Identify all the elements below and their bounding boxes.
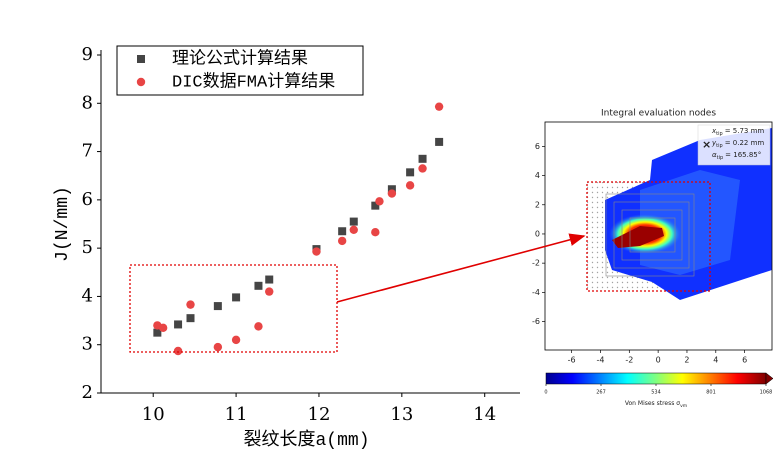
point [406, 168, 415, 177]
inset-frame [544, 121, 773, 351]
point [312, 247, 321, 256]
y-axis-label: J(N/mm) [53, 186, 73, 262]
y-tick-label: 8 [82, 92, 93, 113]
inset-x-tick-label: -2 [625, 356, 633, 365]
point [371, 228, 380, 237]
point [231, 335, 241, 345]
y-tick-label: 2 [82, 382, 93, 403]
colorbar-extend [765, 372, 774, 385]
inset-x-tick-label: 2 [684, 356, 689, 365]
point [349, 217, 358, 226]
text-part: α [712, 151, 717, 159]
zoom-box-inset [586, 181, 711, 292]
colorbar-tick-label: 0 [544, 390, 547, 396]
inset-y-tick-label: 0 [535, 229, 540, 238]
text-part: y [711, 139, 717, 147]
legend-label: DIC数据FMA计算结果 [172, 71, 335, 92]
inset-annotation: xtip = 5.73 mm [711, 127, 764, 137]
point [174, 320, 183, 329]
text-part: Von Mises stress σ [625, 400, 680, 407]
point [158, 323, 168, 333]
point [254, 322, 263, 331]
text-part: tip [717, 155, 724, 161]
text-part: = 0.22 mm [725, 139, 765, 147]
x-tick-label: 12 [308, 404, 331, 425]
inset-y-tick-label: -2 [532, 259, 540, 268]
x-tick-label: 13 [390, 404, 413, 425]
legend-box [116, 45, 364, 96]
point [338, 227, 347, 236]
point [418, 164, 427, 173]
y-tick-label: 6 [82, 189, 93, 210]
point [265, 287, 274, 296]
x-tick-label: 11 [225, 404, 248, 425]
inset-title: Integral evaluation nodes [601, 109, 716, 119]
y-tick-label: 5 [82, 237, 93, 258]
point [405, 181, 415, 190]
colorbar [545, 372, 767, 385]
point [254, 281, 263, 290]
point [375, 197, 384, 206]
colorbar-tick-label: 1068 [760, 390, 773, 396]
point [265, 275, 274, 284]
crack-zone [612, 226, 664, 248]
y-tick-label: 3 [82, 334, 93, 355]
x-tick-label: 14 [473, 404, 496, 425]
point [186, 300, 195, 309]
point [371, 201, 380, 210]
y-tick-label: 4 [82, 285, 93, 306]
colorbar-tick-label: 534 [651, 390, 661, 396]
x-tick-label: 10 [142, 404, 165, 425]
colorbar-tick-label: 801 [706, 390, 716, 396]
text-part: = 165.85° [725, 151, 761, 159]
inset-annotation: αtip = 165.85° [712, 151, 761, 161]
point [232, 293, 241, 302]
point [349, 225, 358, 234]
point [434, 102, 444, 111]
legend-label: 理论公式计算结果 [172, 48, 308, 69]
text-part: x [711, 127, 717, 135]
inset-y-tick-label: 6 [535, 142, 540, 151]
point [337, 236, 347, 246]
x-axis-label: 裂纹长度a(mm) [243, 429, 369, 451]
inset-x-tick-label: 0 [656, 356, 661, 365]
point [418, 154, 427, 163]
legend-marker [136, 77, 146, 87]
y-tick-label: 9 [82, 44, 93, 65]
inset-x-tick-label: 4 [713, 356, 718, 365]
inset-x-tick-label: -4 [596, 356, 604, 365]
point [186, 314, 195, 323]
text-part: vm [680, 404, 687, 409]
point [213, 302, 222, 311]
zoom-arrow [336, 233, 586, 303]
inset-y-tick-label: -4 [532, 288, 540, 297]
point [435, 137, 444, 146]
main-chart: 2 3 4 5 6 7 8 9 10 11 12 13 14 裂纹长度a(mm) J(N/mm) 理论公式计算… [53, 44, 522, 451]
point [387, 189, 397, 198]
point [173, 346, 183, 356]
inset-legend-box [697, 124, 771, 166]
zoom-box [129, 264, 338, 353]
text-part: tip [716, 131, 723, 137]
tip-marker: × [702, 138, 711, 151]
inset-y-tick-label: -6 [532, 317, 540, 326]
legend-marker [137, 55, 145, 63]
inset-y-tick-label: 2 [535, 200, 540, 209]
point [387, 185, 396, 194]
colorbar-label: Von Mises stress σvm [625, 400, 687, 409]
inset-x-tick-label: -6 [568, 356, 576, 365]
inset-annotation: ytip = 0.22 mm [711, 139, 764, 149]
inset-x-tick-label: 6 [742, 356, 747, 365]
text-part: tip [716, 143, 723, 149]
colorbar-tick-label: 267 [596, 390, 606, 396]
point [153, 328, 162, 337]
point [213, 342, 223, 352]
integration-contours [605, 193, 695, 277]
text-part: = 5.73 mm [725, 127, 765, 135]
inset-y-tick-label: 4 [535, 171, 540, 180]
y-tick-label: 7 [82, 141, 93, 162]
inset-chart: × Integral evaluation nodes -6 -4 -2 0 2 4 6 -6 -… [520, 100, 783, 410]
